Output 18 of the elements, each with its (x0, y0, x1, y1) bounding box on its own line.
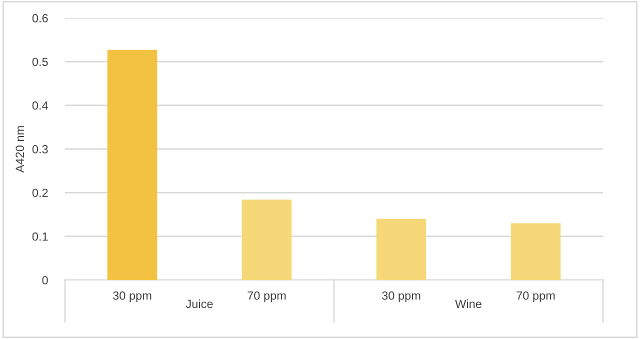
y-tick-label: 0.3 (32, 145, 48, 154)
text: Wine (455, 299, 482, 308)
y-tick-label: 0.2 (32, 188, 48, 198)
x-tick-label: 70 ppm (516, 291, 555, 302)
x-tick-label: 30 ppm (382, 291, 420, 302)
y-tick-label: 0.4 (32, 101, 48, 110)
y-tick-label: 0.1 (32, 232, 48, 241)
x-tick-label: 30 ppm (113, 291, 152, 302)
y-tick-label: 0.6 (32, 14, 48, 22)
y-axis-title: A420 nm (16, 126, 24, 173)
bar (107, 50, 158, 280)
x-tick-label: 70 ppm (248, 291, 286, 302)
y-tick-label: 0 (42, 276, 48, 284)
y-tick-label: 0.5 (32, 58, 48, 66)
bar (376, 218, 426, 280)
bar (242, 200, 292, 280)
text: Juice (186, 299, 213, 308)
bar (510, 223, 561, 280)
